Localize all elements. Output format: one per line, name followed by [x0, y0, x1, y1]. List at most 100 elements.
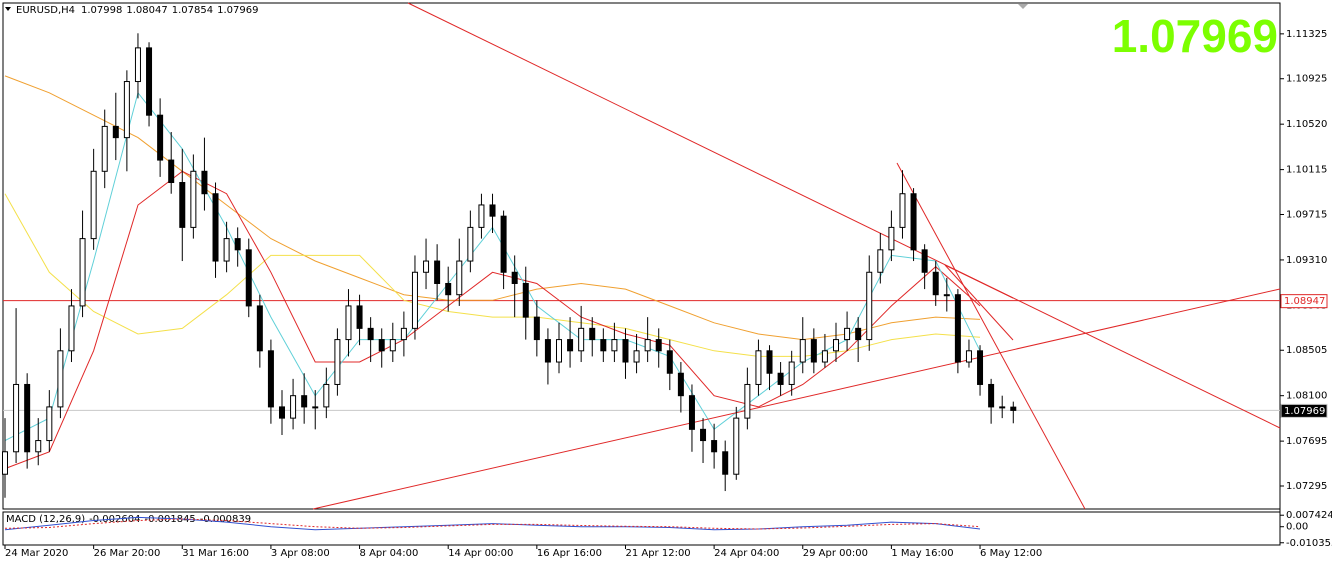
- candle-body: [400, 327, 407, 341]
- x-tick-label: 31 Mar 16:00: [182, 548, 249, 559]
- candle-body: [245, 249, 252, 307]
- x-tick-label: 29 Apr 00:00: [803, 548, 868, 559]
- candle-body: [777, 372, 784, 385]
- macd-y-tick-label: -0.010355: [1286, 538, 1332, 549]
- candle-body: [168, 159, 175, 184]
- candle-body: [445, 282, 452, 296]
- candle-body: [356, 305, 363, 329]
- candle-body: [644, 339, 651, 352]
- x-tick-label: 24 Mar 2020: [5, 548, 68, 559]
- shift-marker: [1018, 4, 1028, 9]
- candle-body: [478, 204, 485, 228]
- candle-body: [899, 193, 906, 228]
- candle-body: [456, 260, 463, 296]
- candle-body: [312, 406, 319, 409]
- x-tick-label: 26 Mar 20:00: [94, 548, 161, 559]
- candle-body: [600, 339, 607, 352]
- macd-y-tick-label: 0.00: [1286, 522, 1308, 533]
- candle-body: [666, 350, 673, 374]
- candle-body: [932, 271, 939, 296]
- candle-body: [157, 114, 164, 161]
- candle-body: [965, 350, 972, 363]
- y-tick-label: 1.08505: [1286, 345, 1327, 356]
- candle-body: [799, 339, 806, 363]
- candle-body: [544, 339, 551, 363]
- candle-body: [700, 428, 707, 442]
- candle-body: [611, 339, 618, 352]
- trend-line: [944, 264, 1014, 341]
- candle-body: [766, 350, 773, 374]
- candle-body: [622, 339, 629, 363]
- x-tick-label: 1 May 16:00: [891, 548, 953, 559]
- x-tick-label: 16 Apr 16:00: [537, 548, 602, 559]
- candle-body: [79, 238, 86, 307]
- moving-average: [4, 170, 981, 470]
- candle-body: [423, 260, 430, 273]
- candle-body: [279, 406, 285, 419]
- macd-y-tick-label: 0.007424: [1286, 510, 1332, 521]
- candle-body: [134, 47, 141, 83]
- y-tick-label: 1.10520: [1286, 119, 1327, 130]
- low-value: 1.07854: [172, 5, 213, 16]
- candle-body: [877, 249, 884, 273]
- x-tick-label: 24 Apr 04:00: [714, 548, 779, 559]
- candle-body: [677, 372, 684, 397]
- candle-body: [855, 327, 862, 341]
- candle-body: [57, 350, 64, 408]
- candle-body: [489, 204, 496, 217]
- candle-body: [844, 327, 851, 341]
- candle-body: [24, 383, 31, 453]
- price-label: 1.07969: [1284, 406, 1325, 417]
- candle-body: [633, 350, 640, 363]
- candle-body: [567, 339, 574, 352]
- candle-body: [954, 294, 961, 363]
- candle-body: [112, 125, 119, 139]
- candle-body: [810, 339, 817, 363]
- y-tick-label: 1.10925: [1286, 74, 1327, 85]
- candle-body: [190, 170, 197, 228]
- candle-body: [301, 395, 308, 408]
- candle-body: [378, 339, 385, 352]
- candle-body: [866, 271, 873, 341]
- candle-body: [744, 383, 751, 419]
- y-tick-label: 1.08100: [1286, 391, 1327, 402]
- trend-line: [312, 288, 1281, 510]
- moving-average: [4, 91, 981, 442]
- candle-body: [389, 339, 396, 352]
- x-tick-label: 21 Apr 12:00: [625, 548, 690, 559]
- big-price: 1.07969: [1112, 10, 1278, 62]
- candle-body: [434, 260, 441, 284]
- candle-body: [411, 271, 418, 329]
- candle-body: [290, 395, 297, 419]
- y-tick-label: 1.09715: [1286, 209, 1327, 220]
- candle-body: [146, 47, 153, 116]
- candle-body: [323, 383, 330, 408]
- candle-body: [267, 350, 274, 408]
- y-tick-label: 1.07295: [1286, 481, 1327, 492]
- candle-body: [988, 383, 995, 408]
- candle-body: [123, 81, 130, 139]
- candle-body: [733, 417, 740, 475]
- macd-reading: -0.000839: [200, 514, 251, 525]
- candle-body: [90, 170, 97, 240]
- candle-body: [179, 182, 186, 228]
- candle-body: [821, 350, 828, 363]
- candle-body: [345, 305, 352, 341]
- candle-body: [788, 361, 795, 385]
- candle-body: [722, 451, 729, 475]
- candle-body: [511, 271, 518, 284]
- candle-body: [500, 215, 507, 273]
- y-tick-label: 1.10115: [1286, 165, 1327, 176]
- candle-body: [533, 316, 540, 341]
- candle-body: [68, 305, 75, 352]
- open-value: 1.07998: [81, 5, 122, 16]
- candle-body: [13, 383, 20, 453]
- moving-average: [4, 75, 981, 341]
- candle-body: [35, 440, 42, 453]
- candle-body: [101, 125, 108, 172]
- candle-body: [921, 249, 928, 273]
- price-label-box: [1280, 294, 1328, 309]
- candle-body: [334, 339, 341, 385]
- macd-line: [4, 518, 981, 530]
